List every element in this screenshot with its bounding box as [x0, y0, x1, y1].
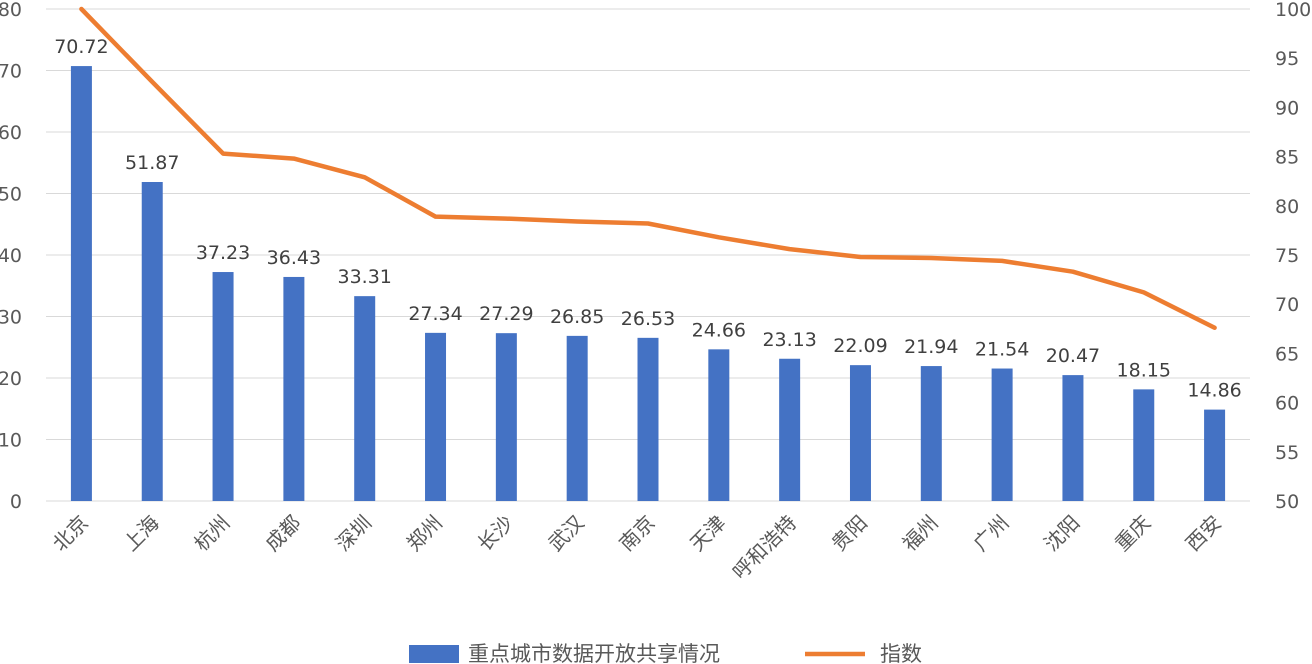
category-label: 杭州	[189, 511, 234, 556]
bar	[708, 349, 730, 501]
bar-data-label: 33.31	[338, 266, 392, 288]
bar	[141, 181, 163, 501]
left-tick-label: 60	[0, 122, 22, 144]
bar-data-label: 26.53	[621, 308, 675, 330]
bar-data-label: 36.43	[267, 247, 321, 269]
bar	[1062, 375, 1084, 501]
right-tick-label: 75	[1275, 245, 1299, 267]
category-label: 武汉	[543, 511, 588, 556]
bar	[991, 368, 1013, 501]
category-label: 重庆	[1110, 511, 1155, 556]
left-tick-label: 10	[0, 430, 22, 452]
right-tick-label: 80	[1275, 196, 1299, 218]
bar	[425, 332, 447, 501]
category-label: 成都	[260, 511, 305, 556]
left-tick-label: 20	[0, 368, 22, 390]
right-tick-label: 70	[1275, 294, 1299, 316]
category-label: 南京	[614, 511, 659, 556]
category-label: 郑州	[402, 511, 447, 556]
right-tick-label: 65	[1275, 343, 1299, 365]
legend-label-bar: 重点城市数据开放共享情况	[468, 642, 720, 664]
category-label: 广州	[968, 511, 1013, 556]
right-tick-label: 90	[1275, 97, 1299, 119]
bar-data-label: 23.13	[762, 329, 816, 351]
right-tick-label: 100	[1275, 0, 1311, 21]
left-tick-label: 80	[0, 0, 22, 21]
right-tick-label: 55	[1275, 442, 1299, 464]
bar-data-label: 24.66	[692, 319, 746, 341]
bar-data-label: 51.87	[125, 152, 179, 174]
bar-data-label: 27.34	[408, 303, 462, 325]
category-label: 西安	[1181, 511, 1226, 556]
bar	[849, 365, 871, 501]
bar-data-label: 14.86	[1187, 380, 1241, 402]
category-label: 天津	[685, 511, 730, 556]
category-label: 北京	[48, 511, 93, 556]
bar-data-label: 27.29	[479, 303, 533, 325]
bar-data-labels: 70.72 51.87 37.23 36.43 33.31 27.34 27.29 26.85…	[54, 36, 1242, 402]
bar	[212, 272, 234, 501]
bar	[354, 296, 376, 501]
category-label: 贵阳	[827, 511, 872, 556]
category-label: 沈阳	[1039, 511, 1084, 556]
bar-data-label: 37.23	[196, 242, 250, 264]
left-axis-tick-labels: 0 10 20 30 40 50 60 70 80	[0, 0, 22, 513]
left-tick-label: 50	[0, 184, 22, 206]
legend-swatch-bar	[409, 645, 459, 663]
bar-data-label: 26.85	[550, 306, 604, 328]
gridlines	[46, 8, 1250, 502]
bar-data-label: 22.09	[833, 335, 887, 357]
bar	[920, 366, 942, 501]
bar	[637, 337, 659, 501]
bar	[779, 358, 801, 501]
right-axis-tick-labels: 50 55 60 65 70 75 80 85 90 95 100	[1275, 0, 1311, 513]
bar-data-label: 70.72	[54, 36, 108, 58]
left-tick-label: 30	[0, 307, 22, 329]
legend: 重点城市数据开放共享情况 指数	[409, 642, 922, 664]
right-tick-label: 60	[1275, 393, 1299, 415]
right-tick-label: 50	[1275, 491, 1299, 513]
right-tick-label: 95	[1275, 48, 1299, 70]
bar-data-label: 21.94	[904, 336, 958, 358]
bar	[1204, 409, 1226, 501]
line-series	[79, 6, 1217, 331]
bar-data-label: 20.47	[1046, 345, 1100, 367]
left-tick-label: 40	[0, 245, 22, 267]
bar-series	[70, 66, 1226, 502]
bar-data-label: 18.15	[1117, 359, 1171, 381]
left-tick-label: 0	[10, 491, 22, 513]
bar	[283, 276, 305, 501]
category-label: 长沙	[473, 511, 518, 556]
left-tick-label: 70	[0, 61, 22, 83]
bar	[566, 335, 588, 501]
index-line	[79, 6, 1217, 331]
bar-data-label: 21.54	[975, 339, 1029, 361]
category-label: 福州	[898, 511, 943, 556]
category-label: 呼和浩特	[728, 511, 802, 585]
bar	[495, 333, 517, 501]
bar	[1133, 389, 1155, 501]
legend-label-line: 指数	[880, 642, 922, 664]
category-label: 深圳	[331, 511, 376, 556]
bar	[70, 66, 92, 502]
category-label: 上海	[119, 511, 164, 556]
right-tick-label: 85	[1275, 147, 1299, 169]
